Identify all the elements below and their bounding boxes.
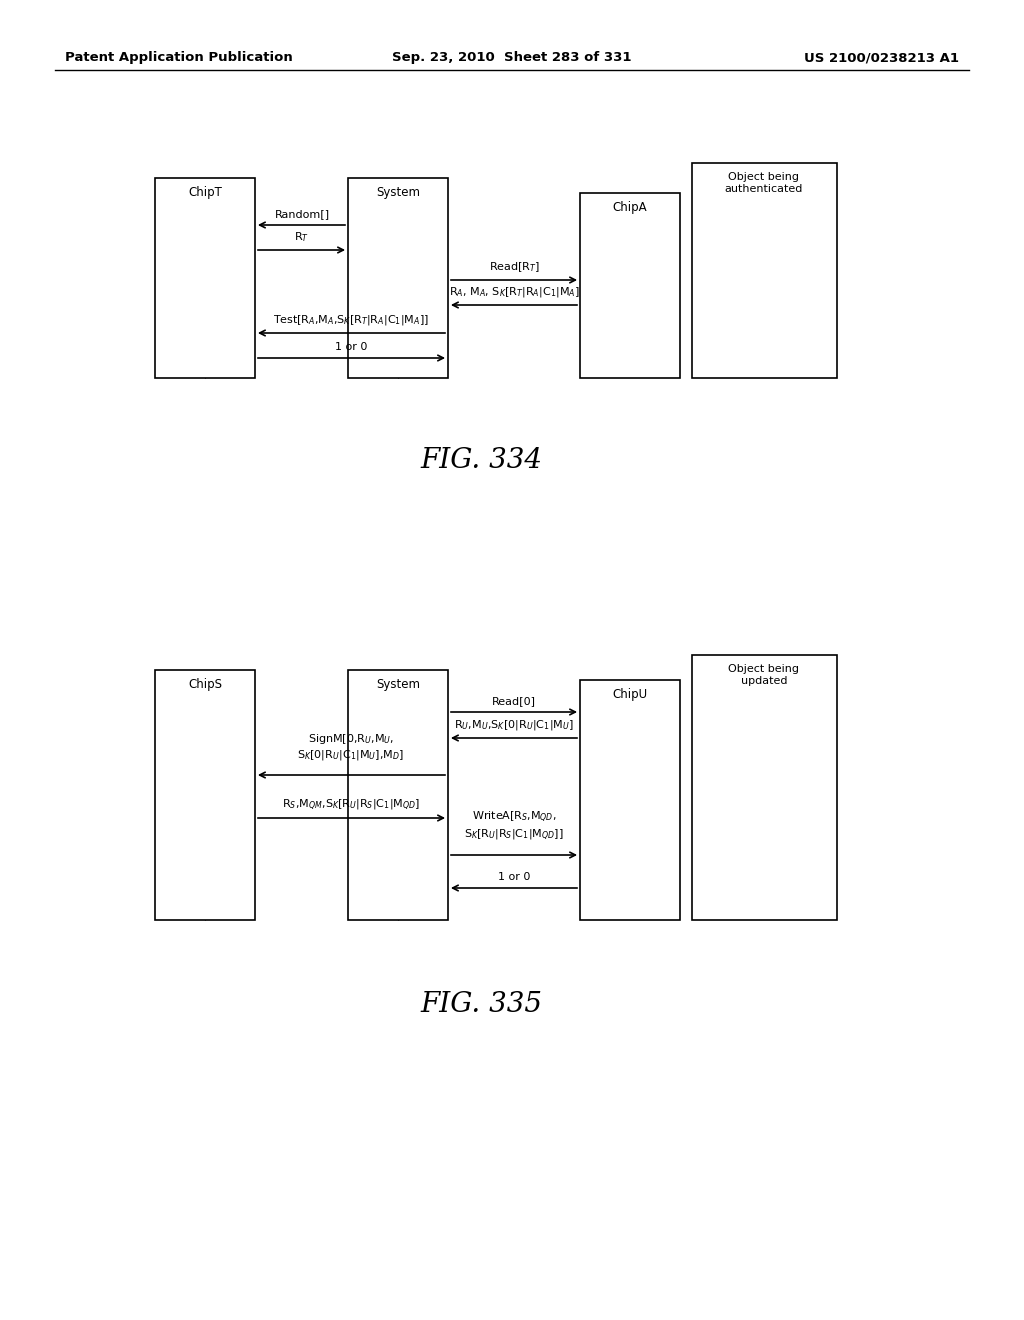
Text: US 2100/0238213 A1: US 2100/0238213 A1 [804, 51, 959, 65]
Text: R$_S$,M$_{QM}$,S$_K$[R$_U$|R$_S$|C$_1$|M$_{QD}$]: R$_S$,M$_{QM}$,S$_K$[R$_U$|R$_S$|C$_1$|M… [282, 797, 420, 812]
Bar [155, 671, 255, 920]
Bar [155, 178, 255, 378]
Text: Read[R$_T$]: Read[R$_T$] [488, 260, 540, 275]
Text: R$_A$, M$_A$, S$_K$[R$_T$|R$_A$|C$_1$|M$_A$]: R$_A$, M$_A$, S$_K$[R$_T$|R$_A$|C$_1$|M$… [449, 285, 580, 300]
Text: Read[0]: Read[0] [492, 696, 536, 706]
Bar [348, 178, 449, 378]
Bar [580, 193, 680, 378]
Text: ChipS: ChipS [188, 678, 222, 690]
Text: Sep. 23, 2010  Sheet 283 of 331: Sep. 23, 2010 Sheet 283 of 331 [392, 51, 632, 65]
Text: Object being
authenticated: Object being authenticated [725, 172, 803, 194]
Text: FIG. 334: FIG. 334 [420, 446, 543, 474]
Text: Random[]: Random[] [274, 209, 330, 219]
Text: SignM[0,R$_U$,M$_U$,
S$_K$[0|R$_U$|C$_1$|M$_U$],M$_D$]: SignM[0,R$_U$,M$_U$, S$_K$[0|R$_U$|C$_1$… [297, 733, 404, 762]
Text: Object being
updated: Object being updated [728, 664, 800, 685]
Text: Test[R$_A$,M$_A$,S$_K$[R$_T$|R$_A$|C$_1$|M$_A$]]: Test[R$_A$,M$_A$,S$_K$[R$_T$|R$_A$|C$_1$… [273, 313, 429, 327]
Text: 1 or 0: 1 or 0 [335, 342, 368, 352]
Text: Patent Application Publication: Patent Application Publication [65, 51, 293, 65]
Text: R$_U$,M$_U$,S$_K$[0|R$_U$|C$_1$|M$_U$]: R$_U$,M$_U$,S$_K$[0|R$_U$|C$_1$|M$_U$] [454, 718, 574, 733]
Text: FIG. 335: FIG. 335 [420, 991, 543, 1019]
Text: WriteA[R$_S$,M$_{QD}$,
S$_K$[R$_U$|R$_S$|C$_1$|M$_{QD}$]]: WriteA[R$_S$,M$_{QD}$, S$_K$[R$_U$|R$_S$… [464, 810, 564, 842]
Text: ChipT: ChipT [188, 186, 222, 199]
Text: System: System [376, 186, 420, 199]
Bar [348, 671, 449, 920]
Bar [692, 162, 837, 378]
Text: System: System [376, 678, 420, 690]
Text: 1 or 0: 1 or 0 [498, 873, 530, 882]
Bar [580, 680, 680, 920]
Text: ChipA: ChipA [612, 201, 647, 214]
Text: R$_T$: R$_T$ [295, 230, 309, 244]
Text: ChipU: ChipU [612, 688, 647, 701]
Bar [692, 655, 837, 920]
